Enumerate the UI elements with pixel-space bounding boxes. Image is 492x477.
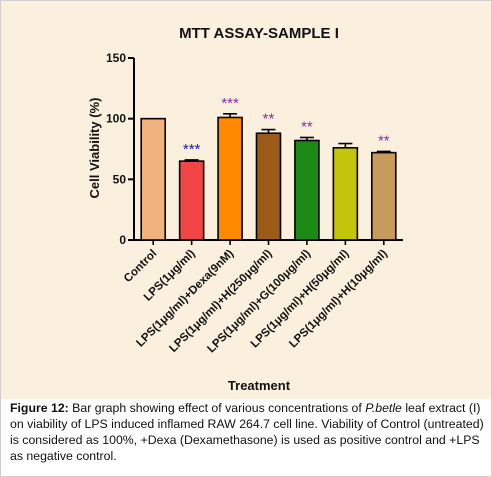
y-tick-label: 50	[113, 172, 127, 186]
bar	[294, 139, 320, 241]
bar	[217, 116, 243, 241]
bar	[140, 117, 167, 241]
figure-caption: Figure 12: Bar graph showing effect of v…	[10, 400, 484, 464]
y-axis-label: Cell Viability (%)	[87, 98, 102, 199]
significance-marker: **	[263, 111, 275, 128]
significance-marker: **	[378, 132, 390, 149]
caption-label: Figure 12:	[10, 401, 69, 415]
y-tick-label: 150	[106, 51, 126, 65]
bar	[332, 146, 359, 241]
caption-species: P.betle	[365, 401, 402, 415]
caption-text-2: leaf extract (I) on viability of LPS ind…	[10, 401, 484, 463]
bar-chart: MTT ASSAY-SAMPLE I Cell Viability (%) Tr…	[87, 25, 403, 393]
chart-title: MTT ASSAY-SAMPLE I	[179, 25, 339, 42]
y-tick-label: 0	[119, 233, 126, 247]
bar	[370, 151, 397, 241]
bar	[255, 132, 282, 241]
x-axis-label: Treatment	[228, 378, 291, 393]
significance-marker: **	[301, 118, 313, 135]
caption-text-1: Bar graph showing effect of various conc…	[68, 401, 366, 415]
chart-area: MTT ASSAY-SAMPLE I Cell Viability (%) Tr…	[1, 1, 491, 399]
x-tick-label: Control	[122, 248, 159, 285]
significance-marker: ***	[221, 95, 239, 112]
significance-marker: ***	[183, 141, 201, 158]
y-tick-label: 100	[106, 112, 126, 126]
bar	[178, 160, 205, 241]
